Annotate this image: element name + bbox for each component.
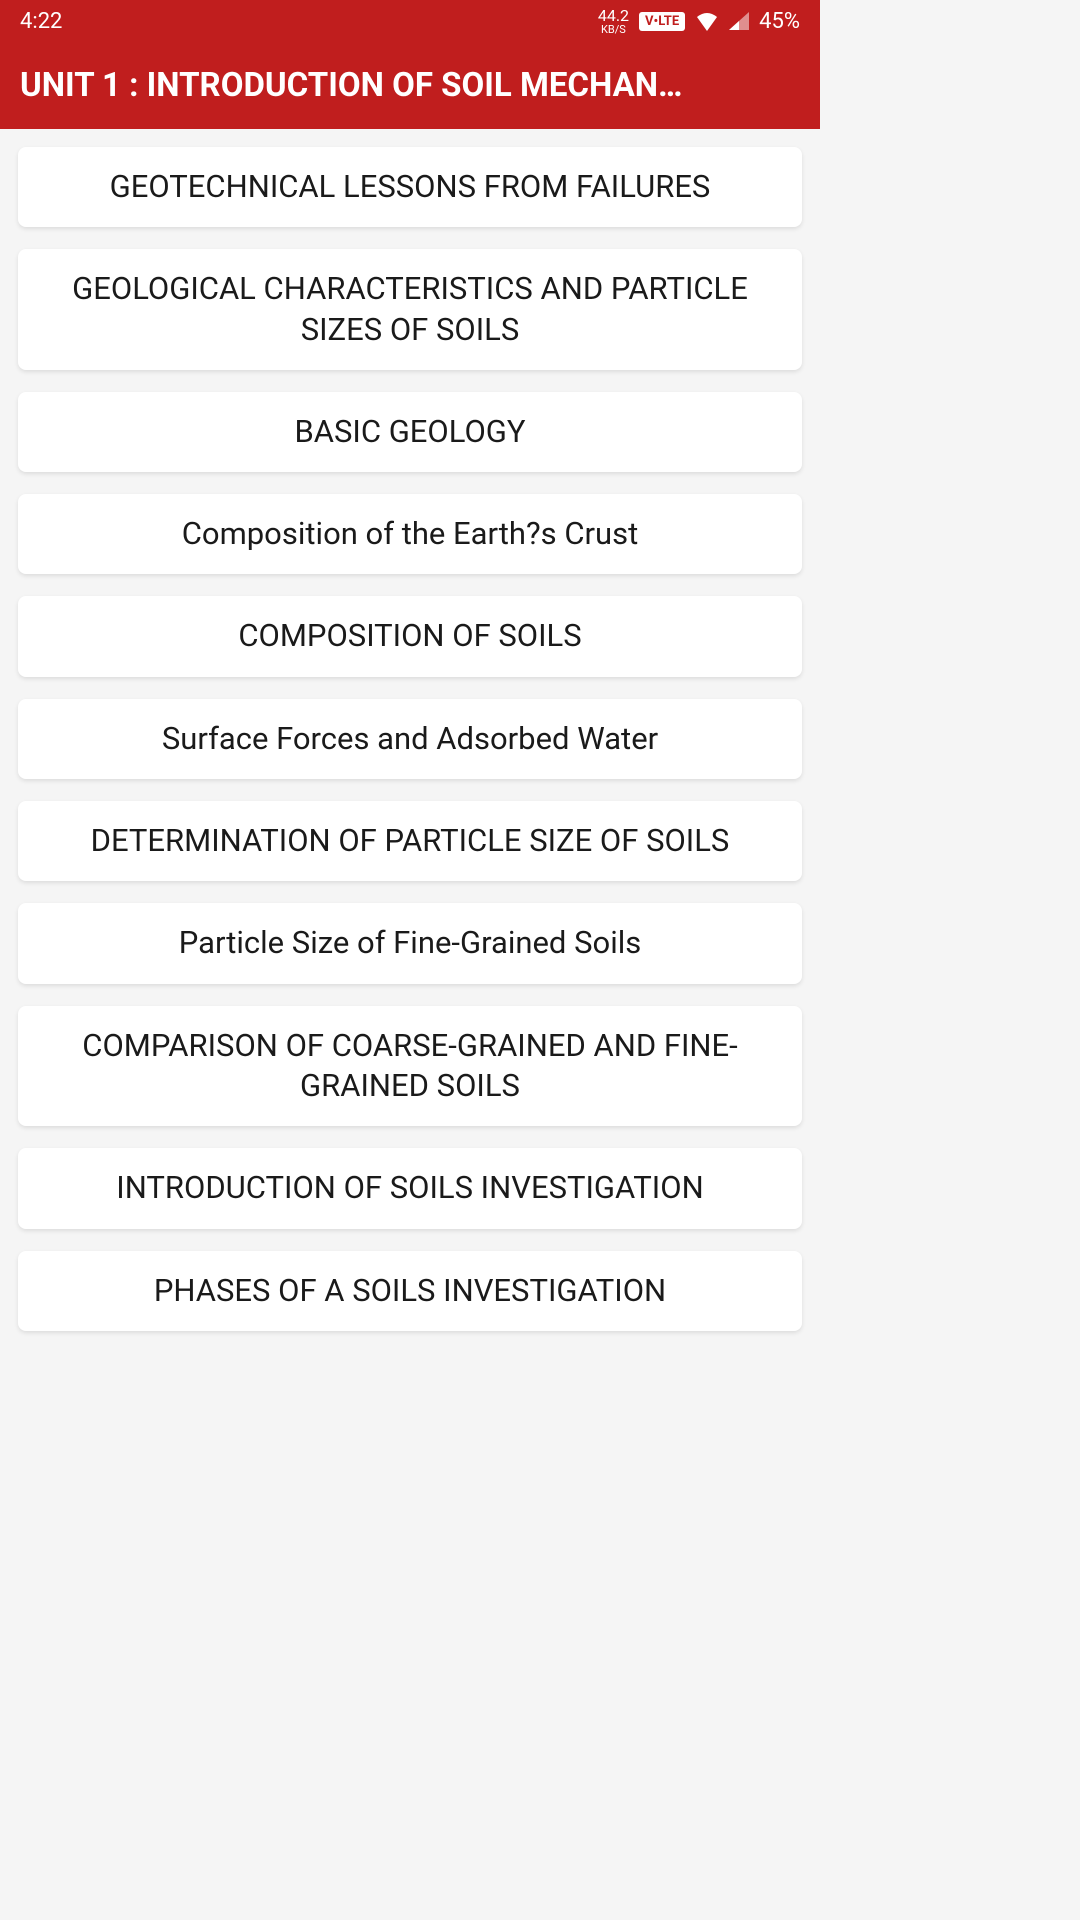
topic-item[interactable]: GEOLOGICAL CHARACTERISTICS AND PARTICLE …: [18, 249, 802, 370]
data-speed-value: 44.2: [598, 8, 629, 24]
status-time: 4:22: [20, 9, 62, 34]
status-left: 4:22: [20, 9, 62, 34]
volte-badge: V•LTE: [639, 12, 685, 31]
topic-item[interactable]: COMPARISON OF COARSE-GRAINED AND FINE-GR…: [18, 1006, 802, 1127]
topic-item[interactable]: BASIC GEOLOGY: [18, 392, 802, 472]
signal-icon: [729, 12, 749, 30]
data-speed-indicator: 44.2 KB/S: [598, 8, 629, 35]
topic-item[interactable]: COMPOSITION OF SOILS: [18, 596, 802, 676]
topic-list: GEOTECHNICAL LESSONS FROM FAILURES GEOLO…: [0, 129, 820, 1349]
topic-item[interactable]: Composition of the Earth?s Crust: [18, 494, 802, 574]
status-bar: 4:22 44.2 KB/S V•LTE 45%: [0, 0, 820, 42]
topic-item[interactable]: GEOTECHNICAL LESSONS FROM FAILURES: [18, 147, 802, 227]
topic-item[interactable]: PHASES OF A SOILS INVESTIGATION: [18, 1251, 802, 1331]
battery-percentage: 45%: [759, 9, 800, 34]
topic-item[interactable]: Surface Forces and Adsorbed Water: [18, 699, 802, 779]
topic-item[interactable]: DETERMINATION OF PARTICLE SIZE OF SOILS: [18, 801, 802, 881]
topic-item[interactable]: Particle Size of Fine-Grained Soils: [18, 903, 802, 983]
wifi-icon: [695, 11, 719, 31]
topic-item[interactable]: INTRODUCTION OF SOILS INVESTIGATION: [18, 1148, 802, 1228]
page-title: UNIT 1 : INTRODUCTION OF SOIL MECHAN…: [0, 42, 820, 129]
data-speed-unit: KB/S: [601, 24, 626, 35]
status-right: 44.2 KB/S V•LTE 45%: [598, 8, 800, 35]
